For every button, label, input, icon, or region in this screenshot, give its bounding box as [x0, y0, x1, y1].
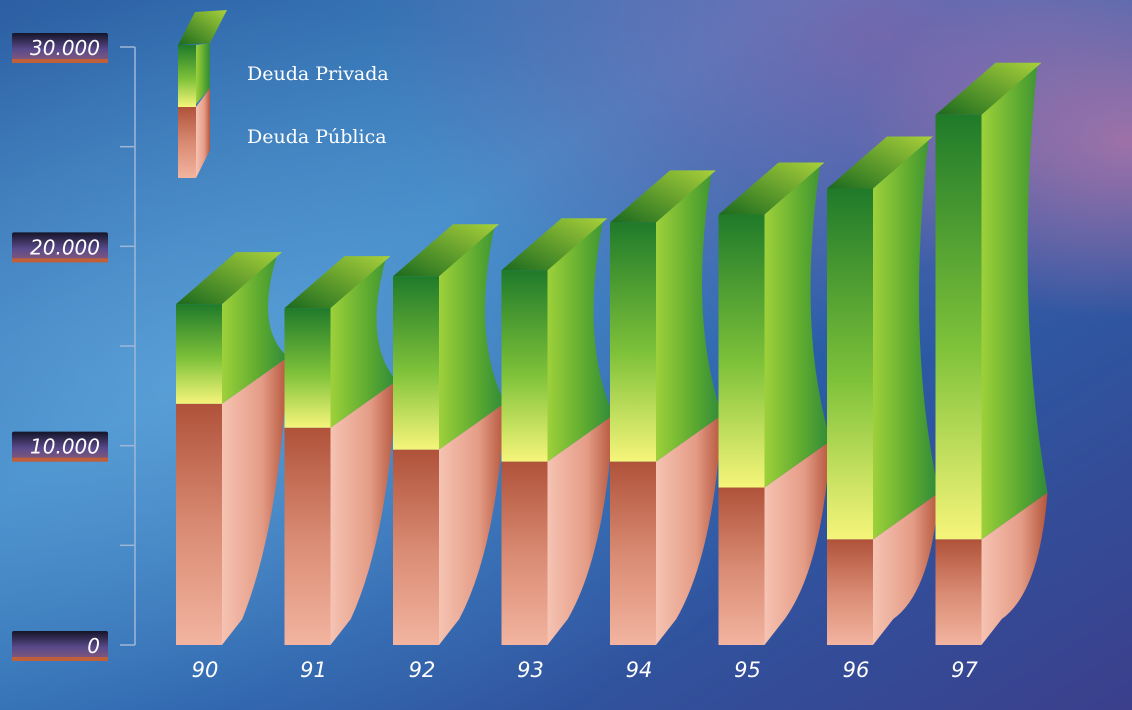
y-tick-box [12, 33, 108, 63]
legend-swatch-publica [178, 107, 196, 178]
bar-top [176, 252, 282, 305]
bar-top [827, 136, 933, 189]
y-tick-box-base [12, 258, 108, 263]
bar-group-95 [718, 162, 831, 645]
bar-privada-93 [501, 270, 548, 462]
legend-swatch-privada-top [178, 10, 227, 45]
x-tick-label: 94 [626, 658, 653, 682]
bar-side-privada [764, 162, 831, 488]
bar-privada-97 [935, 114, 982, 540]
y-tick-label: 10.000 [30, 435, 100, 459]
bar-publica-90 [176, 403, 222, 645]
x-tick-label: 97 [951, 658, 978, 682]
bar-top [501, 218, 608, 271]
bar-top [610, 170, 716, 223]
bar-side-publica [764, 440, 831, 645]
bar-publica-92 [393, 449, 439, 645]
legend-swatch-privada [178, 45, 196, 107]
bar-publica-97 [935, 539, 982, 645]
y-tick-label: 20.000 [30, 235, 100, 259]
bar-group-96 [827, 136, 939, 645]
bar-privada-90 [176, 304, 222, 404]
bar-side-privada [981, 62, 1048, 540]
y-tick-box-base [12, 457, 108, 462]
bar-top [935, 62, 1042, 115]
y-tick-label: 30.000 [30, 36, 100, 60]
bar-group-93 [501, 218, 614, 645]
bar-privada-92 [393, 276, 439, 450]
legend-swatch-privada-side [196, 43, 210, 104]
bar-publica-91 [284, 427, 331, 645]
bar-side-privada [547, 218, 614, 462]
y-tick-box-base [12, 59, 108, 63]
x-tick-label: 91 [300, 658, 327, 682]
bar-side-privada [439, 224, 505, 450]
bar-publica-96 [827, 539, 873, 645]
x-tick-label: 93 [517, 658, 544, 682]
bar-side-privada [330, 256, 397, 428]
bar-side-publica [330, 380, 397, 645]
y-tick-box-base [12, 657, 108, 661]
bar-top [718, 162, 825, 215]
bar-side-publica [222, 357, 288, 645]
y-tick-label-box: 0 [12, 631, 108, 661]
x-tick-label: 92 [409, 658, 436, 682]
bar-publica-93 [501, 461, 548, 645]
bar-publica-95 [718, 487, 765, 645]
y-axis: 0 10.000 20.000 30.000 [12, 33, 136, 661]
x-axis-labels: 90 91 92 93 94 95 96 97 [192, 658, 979, 682]
bar-top [284, 256, 391, 309]
bar-side-privada [222, 252, 288, 404]
bar-privada-96 [827, 188, 873, 540]
bar-group-92 [393, 224, 505, 645]
legend-label-privada: Deuda Privada [247, 63, 389, 85]
bar-side-privada [873, 136, 939, 540]
y-tick-label-box: 10.000 [12, 431, 108, 462]
bar-privada-94 [610, 222, 656, 462]
bar-side-publica [873, 492, 939, 645]
bar-group-91 [284, 256, 397, 645]
bar-publica-94 [610, 461, 656, 645]
bar-side-publica [656, 414, 722, 645]
y-tick-label-box: 20.000 [12, 232, 108, 263]
bar-privada-91 [284, 308, 331, 428]
bar-privada-95 [718, 214, 765, 488]
bar-side-privada [656, 170, 722, 462]
y-tick-box [12, 232, 108, 263]
bar-side-publica [547, 414, 614, 645]
x-tick-label: 95 [734, 658, 761, 682]
y-tick-label-box: 30.000 [12, 33, 108, 63]
bar-group-97 [935, 62, 1048, 645]
legend-swatch-publica-side [196, 88, 210, 178]
x-tick-label: 90 [192, 658, 219, 682]
bar-side-publica [439, 402, 505, 645]
legend: Deuda Privada Deuda Pública [178, 10, 389, 178]
y-tick-label: 0 [87, 634, 100, 658]
x-tick-label: 96 [843, 658, 870, 682]
bars [176, 62, 1048, 645]
y-tick-box [12, 631, 108, 661]
y-tick-box [12, 431, 108, 462]
bar-group-90 [176, 252, 288, 645]
legend-label-publica: Deuda Pública [247, 126, 387, 148]
bar-side-publica [981, 492, 1048, 645]
bar-group-94 [610, 170, 722, 645]
bar-top [393, 224, 499, 277]
